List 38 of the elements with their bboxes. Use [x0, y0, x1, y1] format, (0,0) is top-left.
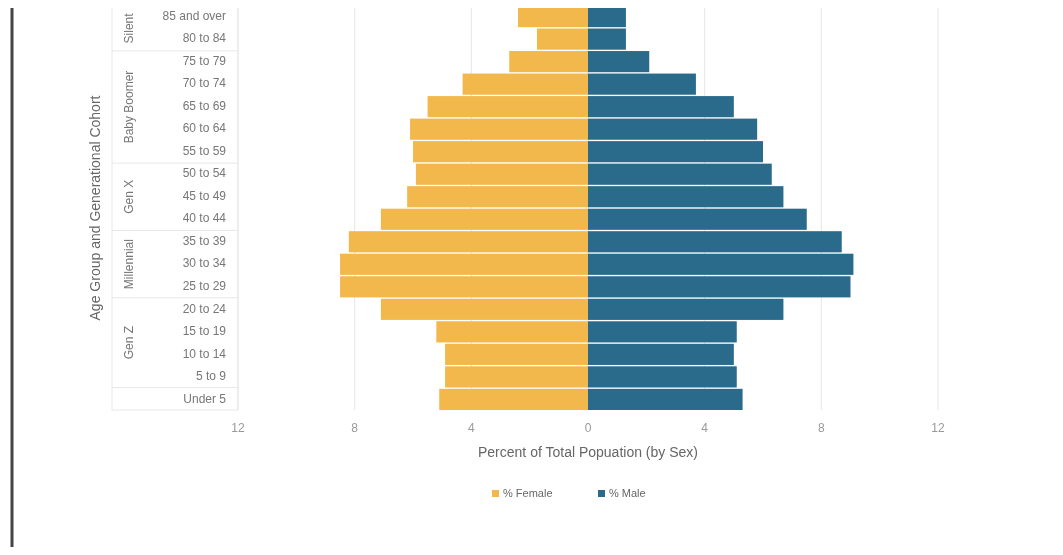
- bar: [588, 388, 743, 410]
- legend-label: % Female: [503, 486, 553, 499]
- y-tick-label: 85 and over: [162, 8, 226, 23]
- y-tick-label: 35 to 39: [182, 233, 227, 248]
- x-tick-label: 4: [701, 421, 709, 435]
- y-tick-label: 70 to 74: [182, 76, 227, 91]
- y-tick-label: 60 to 64: [182, 121, 227, 136]
- x-tick-label: 4: [467, 421, 475, 435]
- x-axis-title: Percent of Total Popuation (by Sex): [478, 444, 698, 460]
- y-tick-label: 10 to 14: [182, 346, 227, 361]
- y-tick-label: 75 to 79: [182, 53, 227, 68]
- y-axis-title: Age Group and Generational Cohort: [86, 95, 103, 321]
- y-tick-label: 80 to 84: [182, 31, 227, 46]
- bar: [439, 388, 588, 410]
- text: Gen X: [122, 179, 137, 214]
- x-tick-label: 8: [817, 421, 825, 435]
- x-tick-label: 8: [351, 421, 359, 435]
- y-tick-label: 25 to 29: [182, 278, 227, 293]
- legend-label: % Male: [609, 486, 646, 499]
- y-tick-label: 65 to 69: [182, 98, 227, 113]
- y-tick-label: Under 5: [183, 391, 227, 406]
- y-tick-label: 30 to 34: [182, 256, 227, 271]
- y-tick-label: 5 to 9: [195, 369, 227, 384]
- y-tick-label: 15 to 19: [182, 324, 227, 339]
- y-tick-label: 45 to 49: [182, 188, 227, 203]
- text: Gen Z: [122, 325, 137, 360]
- x-tick-label: 12: [931, 421, 945, 435]
- text: Millennial: [122, 239, 137, 290]
- y-tick-label: 55 to 59: [182, 143, 227, 158]
- text: Silent: [122, 12, 137, 44]
- y-tick-label: 50 to 54: [182, 166, 227, 181]
- text: Baby Boomer: [122, 70, 137, 144]
- bar: [588, 8, 626, 28]
- x-tick-label: 12: [231, 421, 245, 435]
- bar: [518, 8, 588, 28]
- x-tick-label: 0: [584, 421, 592, 435]
- y-tick-label: 40 to 44: [182, 211, 227, 226]
- y-tick-label: 20 to 24: [182, 301, 227, 316]
